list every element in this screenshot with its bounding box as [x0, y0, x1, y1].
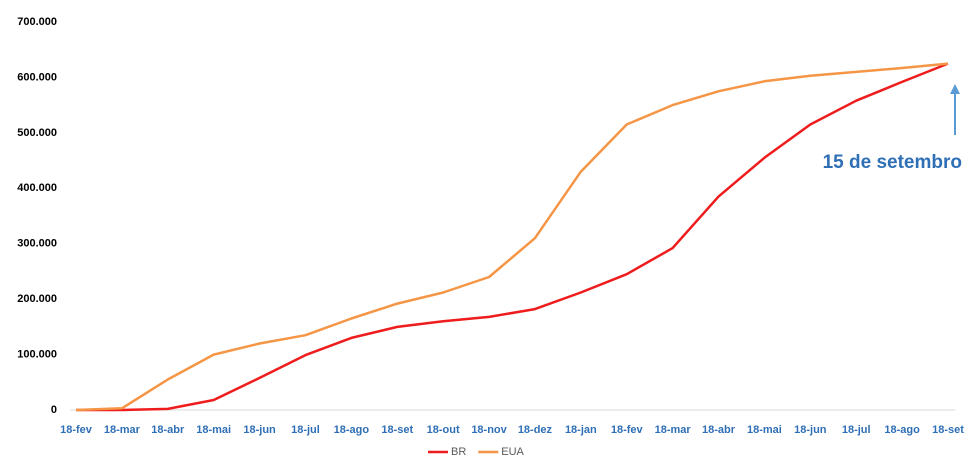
- y-tick-label: 200.000: [17, 293, 57, 305]
- y-tick-label: 100.000: [17, 348, 57, 360]
- x-tick-label: 18-jul: [291, 424, 320, 436]
- y-tick-label: 0: [51, 404, 57, 416]
- y-tick-label: 500.000: [17, 127, 57, 139]
- x-tick-label: 18-jun: [794, 424, 827, 436]
- annotation-arrowhead: [950, 84, 960, 94]
- legend-label: BR: [451, 446, 466, 458]
- series-line: [76, 62, 949, 412]
- y-tick-label: 700.000: [17, 16, 57, 28]
- y-tick-label: 600.000: [17, 71, 57, 83]
- y-tick-label: 400.000: [17, 182, 57, 194]
- x-tick-label: 18-mar: [655, 424, 692, 436]
- series-line: [75, 62, 949, 412]
- x-tick-label: 18-dez: [518, 424, 553, 436]
- x-tick-label: 18-jul: [842, 424, 871, 436]
- x-tick-label: 18-out: [427, 424, 460, 436]
- y-tick-label: 300.000: [17, 238, 57, 250]
- x-tick-label: 18-fev: [60, 424, 93, 436]
- x-tick-label: 18-jun: [243, 424, 276, 436]
- x-tick-label: 18-mai: [196, 424, 231, 436]
- legend-label: EUA: [501, 446, 524, 458]
- x-tick-label: 18-fev: [611, 424, 644, 436]
- x-tick-label: 18-set: [381, 424, 413, 436]
- x-tick-label: 18-mar: [104, 424, 141, 436]
- x-tick-label: 18-abr: [151, 424, 185, 436]
- x-tick-label: 18-jan: [565, 424, 597, 436]
- x-tick-label: 18-ago: [334, 424, 370, 436]
- x-tick-label: 18-mai: [747, 424, 782, 436]
- x-tick-label: 18-set: [932, 424, 964, 436]
- x-tick-label: 18-abr: [702, 424, 736, 436]
- x-tick-label: 18-ago: [884, 424, 920, 436]
- annotation: 15 de setembro: [823, 152, 962, 173]
- x-tick-label: 18-nov: [471, 424, 507, 436]
